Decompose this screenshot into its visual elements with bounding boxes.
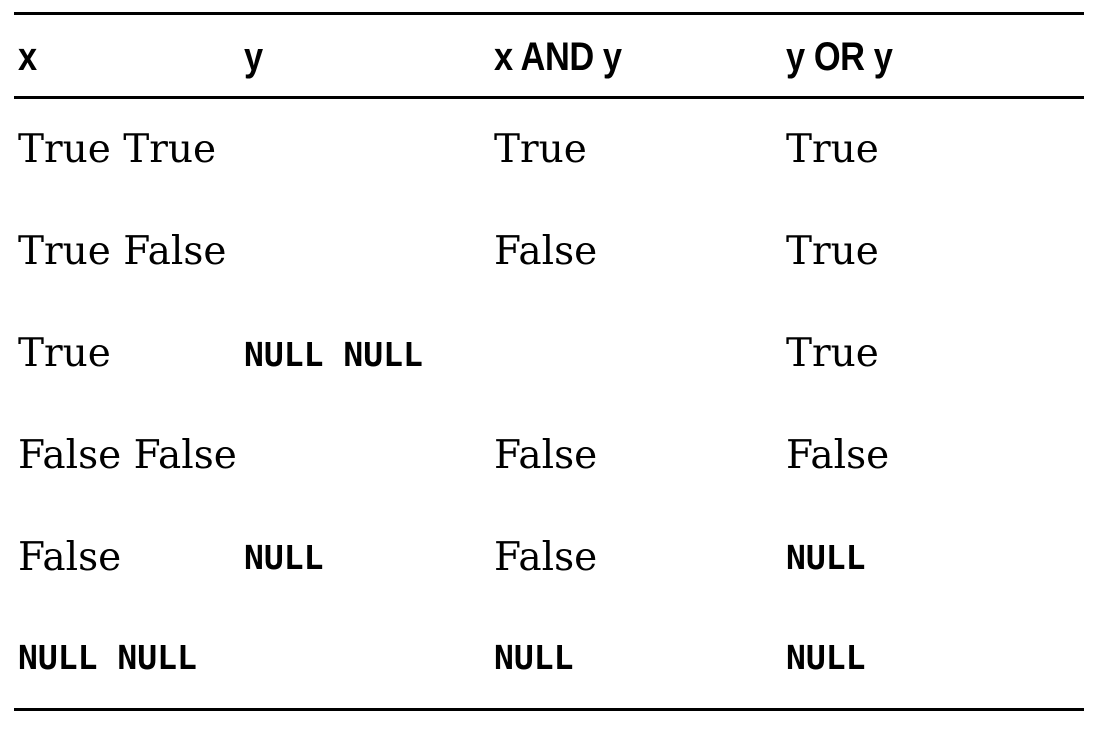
table-row-2-col-1: True False — [18, 229, 227, 274]
table-row-2-col-4: True — [786, 229, 879, 274]
table-row-5-col-4: NULL — [786, 538, 866, 577]
table-row-3-col-1: True — [18, 331, 111, 376]
header-y-or-y: y OR y — [786, 35, 893, 79]
table-row-1-col-3: True — [494, 127, 587, 172]
header-y: y — [244, 35, 263, 79]
table-row-6-col-1: NULL NULL — [18, 638, 197, 677]
table-row-4-col-3: False — [494, 433, 598, 478]
table-row-1-col-1: True True — [18, 127, 217, 172]
header-rule — [14, 96, 1084, 99]
table-row-5-col-1: False — [18, 535, 122, 580]
table-row-4-col-1: False False — [18, 433, 237, 478]
table-row-3-col-4: True — [786, 331, 879, 376]
table-row-5-col-2: NULL — [244, 538, 324, 577]
table-row-4-col-4: False — [786, 433, 890, 478]
table-row-1-col-4: True — [786, 127, 879, 172]
table-row-3-col-2: NULL NULL — [244, 335, 423, 374]
table-bottom-rule — [14, 708, 1084, 711]
table-row-5-col-3: False — [494, 535, 598, 580]
table-top-rule — [14, 12, 1084, 15]
table-row-6-col-4: NULL — [786, 638, 866, 677]
header-x-and-y: x AND y — [494, 35, 622, 79]
table-row-2-col-3: False — [494, 229, 598, 274]
table-row-6-col-3: NULL — [494, 638, 574, 677]
header-x: x — [18, 35, 37, 79]
